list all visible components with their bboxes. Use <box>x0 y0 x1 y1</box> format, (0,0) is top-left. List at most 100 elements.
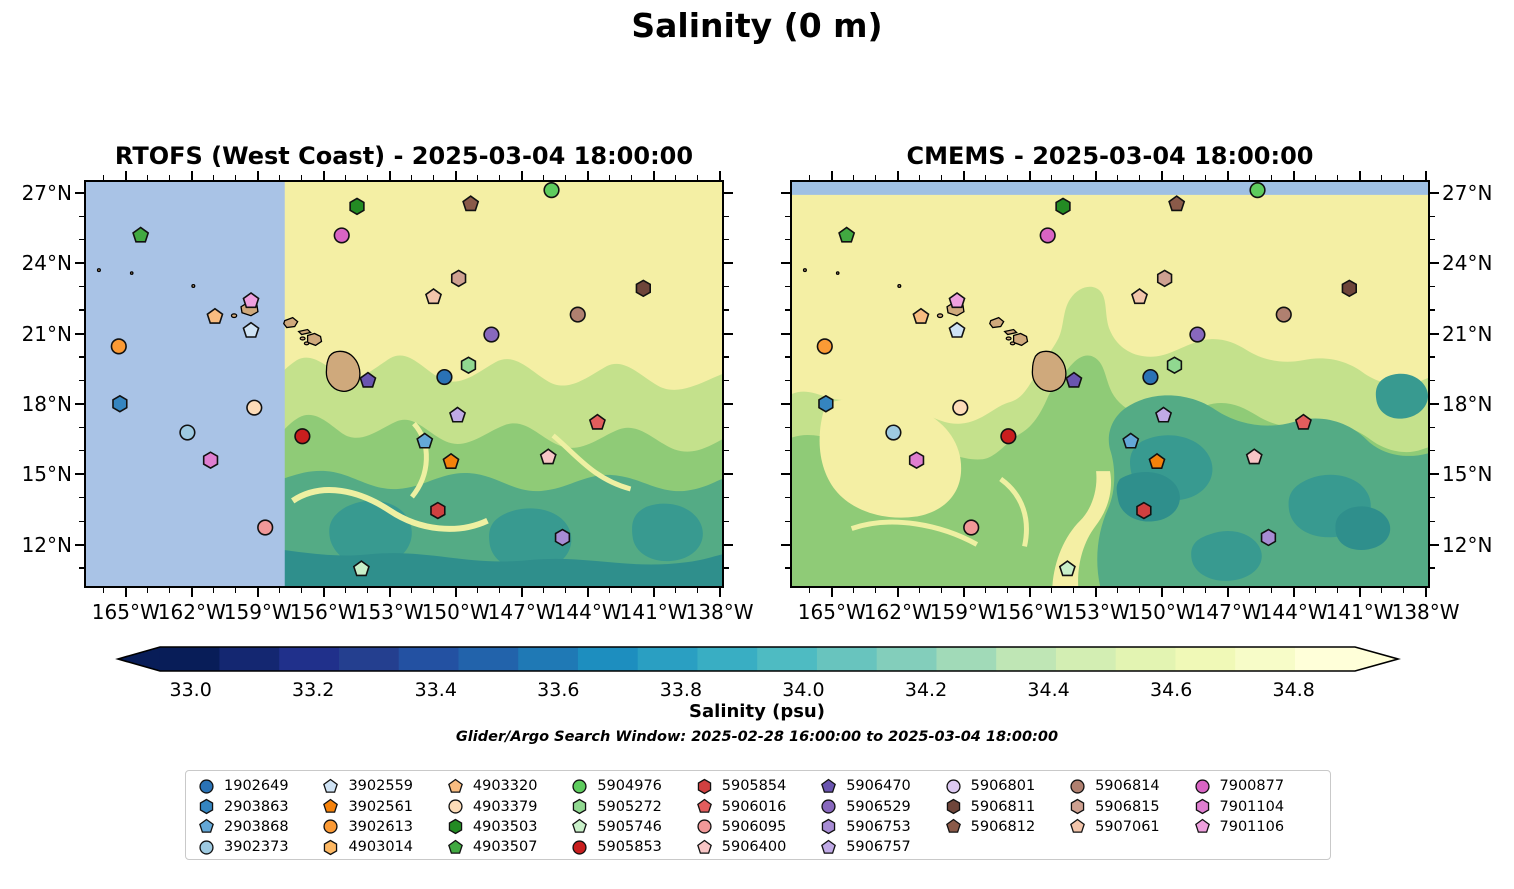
colorbar-tick-label: 33.2 <box>292 679 334 701</box>
lat-tick <box>79 215 84 217</box>
lon-tick <box>696 175 699 180</box>
legend-label: 5905746 <box>597 818 662 835</box>
float-marker-5906757 <box>449 406 467 423</box>
legend-item-2903868: 2903868 <box>198 817 322 837</box>
legend-item-7901106: 7901106 <box>1194 817 1318 837</box>
legend-item-7900877: 7900877 <box>1194 776 1318 796</box>
legend-marker-hexagon-icon <box>448 819 463 835</box>
lat-tick <box>1430 426 1435 429</box>
lon-tick <box>256 588 259 597</box>
legend-label: 5906757 <box>846 839 911 856</box>
lon-tick-label: 165°W <box>797 600 866 624</box>
lon-tick-label: 144°W <box>553 600 622 624</box>
lat-tick-label: 18°N <box>1442 391 1493 416</box>
lat-tick <box>724 567 729 569</box>
legend-marker-pentagon-icon <box>1194 819 1210 834</box>
lat-tick-label: 12°N <box>1442 532 1493 557</box>
lat-tick <box>724 450 729 452</box>
legend-label: 5906470 <box>846 778 911 795</box>
lon-tick <box>1094 171 1097 180</box>
float-marker-5907061 <box>1131 288 1149 305</box>
lat-tick <box>79 450 84 452</box>
lon-tick <box>853 175 855 180</box>
lon-tick <box>962 588 965 597</box>
legend-label: 4903507 <box>472 839 538 856</box>
legend-marker-hexagon-icon <box>199 798 214 815</box>
lon-tick <box>322 588 325 597</box>
legend-item-4903014: 4903014 <box>322 837 446 857</box>
lon-tick <box>1358 171 1361 180</box>
lat-tick <box>79 520 84 522</box>
legend-marker-circle-icon <box>946 779 961 794</box>
legend-column: 3902559 3902561 3902613 4903014 <box>322 776 446 858</box>
lat-tick <box>1430 450 1435 452</box>
legend-marker-circle-icon <box>1070 779 1085 794</box>
legend-label: 3902559 <box>348 778 414 795</box>
lon-tick <box>1249 588 1251 593</box>
colorbar-tick-label: 34.8 <box>1273 679 1315 701</box>
float-marker-5906811 <box>1341 279 1357 298</box>
legend-marker-circle-icon <box>199 840 214 855</box>
float-marker-7901106 <box>242 291 260 309</box>
lon-tick <box>1139 175 1141 180</box>
float-marker-3902561 <box>1148 452 1166 469</box>
legend-label: 5906814 <box>1095 778 1160 795</box>
lon-tick <box>543 588 545 593</box>
legend-marker-pentagon-icon <box>696 839 712 854</box>
colorbar-tick-label: 34.4 <box>1027 679 1069 701</box>
lat-tick <box>781 543 790 546</box>
legend-item-1902649: 1902649 <box>198 776 322 796</box>
legend-item-5906811: 5906811 <box>945 796 1069 816</box>
lon-tick <box>896 171 899 180</box>
legend-item-3902613: 3902613 <box>322 817 446 837</box>
lon-tick <box>1270 175 1273 180</box>
lat-tick <box>785 497 790 499</box>
lon-tick <box>941 175 943 180</box>
lat-tick <box>1430 356 1435 358</box>
legend-item-5905853: 5905853 <box>571 837 695 857</box>
lon-tick <box>520 171 523 180</box>
float-marker-2903863 <box>818 394 834 413</box>
lat-tick <box>785 520 790 522</box>
lon-tick <box>213 175 215 180</box>
lat-tick <box>785 286 790 288</box>
legend-item-5906812: 5906812 <box>945 817 1069 837</box>
lon-tick <box>235 588 237 593</box>
lon-tick <box>147 175 149 180</box>
lat-tick <box>724 497 729 499</box>
legend-marker-circle-icon <box>821 799 836 814</box>
lon-tick-label: 159°W <box>929 600 998 624</box>
float-marker-5905272 <box>460 356 477 375</box>
lon-tick <box>875 588 877 593</box>
legend-marker-pentagon-icon <box>447 839 463 854</box>
legend-label: 5906016 <box>721 798 787 815</box>
lon-tick <box>586 588 589 597</box>
lon-tick <box>1051 588 1053 593</box>
float-marker-5905853 <box>294 428 311 445</box>
lon-tick <box>1117 588 1119 593</box>
float-marker-5906757 <box>1155 406 1173 423</box>
lon-tick <box>608 588 611 593</box>
legend-label: 5906812 <box>970 818 1036 835</box>
lat-tick <box>785 567 790 569</box>
lon-tick <box>454 588 457 597</box>
lat-tick <box>781 473 790 476</box>
legend-marker-hexagon-icon <box>324 839 338 856</box>
legend-label: 1902649 <box>224 778 289 795</box>
lon-tick <box>213 588 215 593</box>
float-marker-5905854 <box>430 501 446 520</box>
float-marker-5906095 <box>963 519 980 536</box>
figure-title: Salinity (0 m) <box>631 6 883 45</box>
lon-tick <box>586 171 589 180</box>
float-marker-3902613 <box>816 338 833 355</box>
float-marker-3902561 <box>442 452 460 469</box>
lat-tick <box>724 309 729 311</box>
legend-label: 4903379 <box>472 798 538 815</box>
lon-tick <box>564 175 567 180</box>
lon-tick <box>279 588 281 593</box>
lon-tick <box>147 588 149 593</box>
legend-item-5905272: 5905272 <box>571 796 695 816</box>
colorbar-label: Salinity (psu) <box>689 701 825 722</box>
float-marker-5907061 <box>425 288 443 305</box>
legend-label: 3902613 <box>348 818 414 835</box>
